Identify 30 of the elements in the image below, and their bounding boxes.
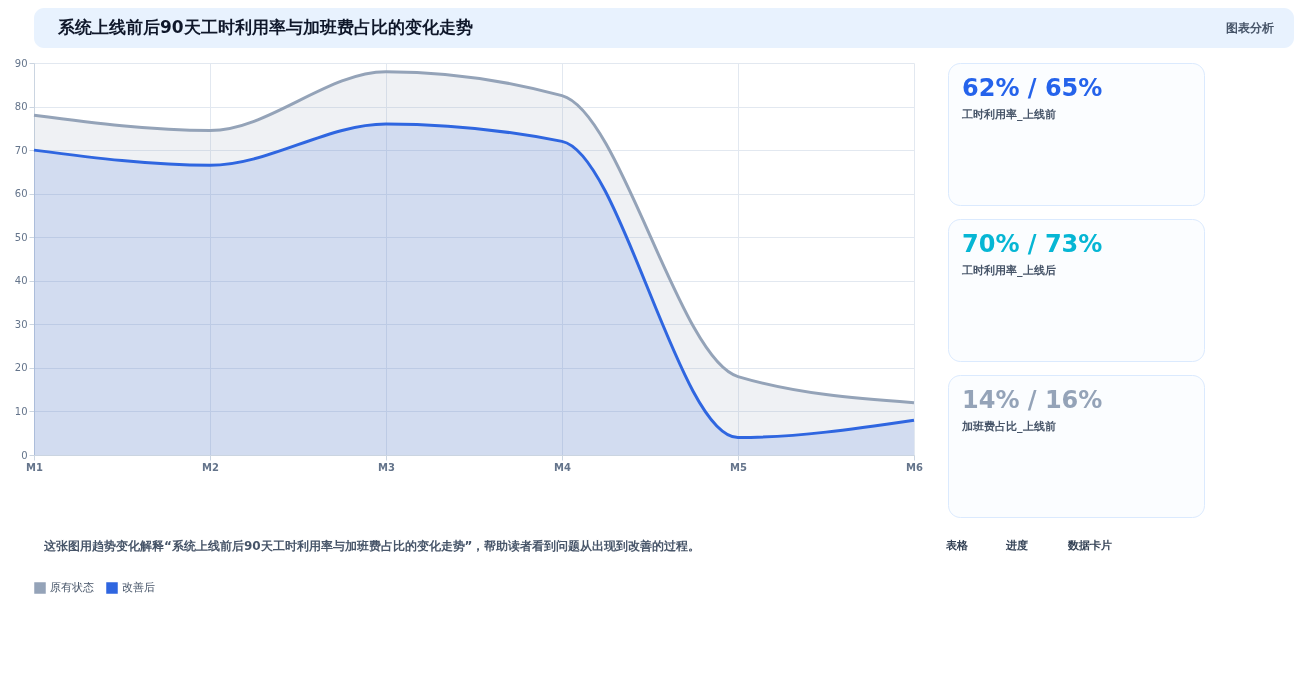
text: 加班费占比_上线前 [961, 420, 1056, 433]
y-tick-label: 10 [14, 405, 28, 417]
text: 工时利用率_上线前 [961, 108, 1056, 121]
chart-title: 系统上线前后90天工时利用率与加班费占比的变化走势 [57, 17, 473, 37]
y-tick-label: 60 [14, 188, 28, 200]
y-tick-label: 50 [14, 231, 28, 243]
text: 这张图用趋势变化解释“系统上线前后90天工时利用率与加班费占比的变化走势”，帮助读者看到问题从出现到改善的过程。 [43, 539, 701, 553]
x-tick-label: M2 [202, 461, 219, 473]
text: 图表分析 [1226, 21, 1274, 35]
y-tick-label: 20 [14, 362, 28, 374]
text: 14% / 16% [962, 386, 1103, 414]
text: 数据卡片 [1067, 539, 1112, 552]
x-tick-label: M1 [26, 461, 43, 473]
legend-label: 改善后 [122, 581, 155, 594]
text: 62% / 65% [962, 74, 1103, 102]
x-tick-label: M4 [554, 461, 571, 473]
x-tick-label: M3 [378, 461, 395, 473]
text: 70% / 73% [962, 230, 1103, 258]
legend-label: 原有状态 [50, 581, 94, 594]
y-tick-label: 80 [14, 101, 28, 113]
text: 工时利用率_上线后 [961, 264, 1056, 277]
x-tick-label: M5 [730, 461, 747, 473]
y-tick-label: 40 [14, 275, 28, 287]
text: 表格 [945, 539, 969, 552]
y-tick-label: 0 [21, 449, 28, 461]
y-tick-label: 90 [14, 57, 28, 69]
y-tick-label: 30 [14, 318, 28, 330]
x-tick-label: M6 [906, 461, 923, 473]
y-tick-label: 70 [14, 144, 28, 156]
text: 进度 [1005, 539, 1028, 552]
